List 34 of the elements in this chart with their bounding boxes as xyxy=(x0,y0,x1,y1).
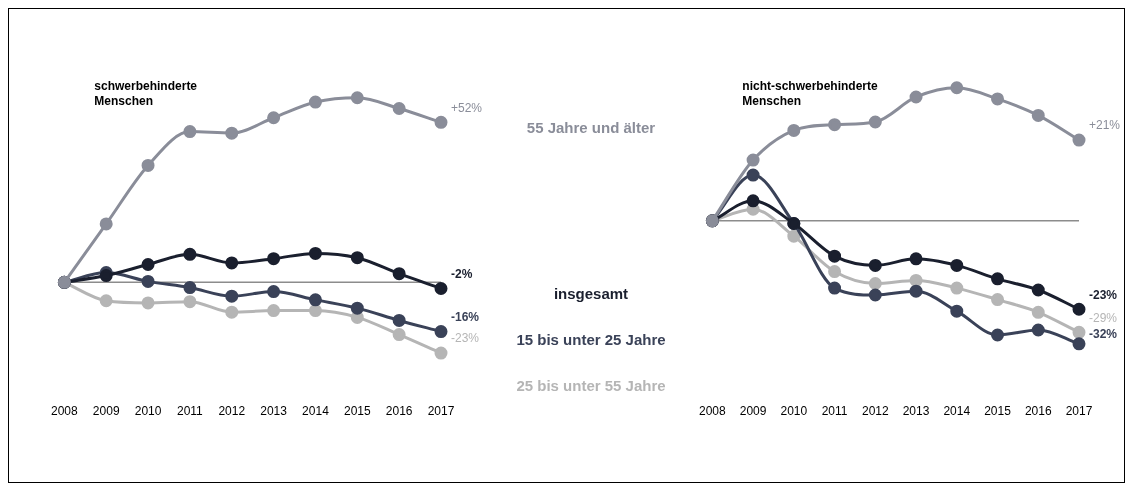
x-tick-label: 2012 xyxy=(218,404,246,419)
x-tick-label: 2016 xyxy=(1024,404,1052,419)
x-tick-label: 2014 xyxy=(943,404,971,419)
chart-title: nicht-schwerbehinderte Menschen xyxy=(742,79,879,109)
chart-title: schwerbehinderte Menschen xyxy=(94,79,198,109)
x-tick-label: 2017 xyxy=(427,404,455,419)
data-label: +52% xyxy=(451,100,483,115)
x-tick-label: 2015 xyxy=(984,404,1012,419)
data-label: -23% xyxy=(451,331,480,346)
x-tick-label: 2011 xyxy=(821,404,848,419)
data-label: +21% xyxy=(1089,118,1121,133)
data-label: -29% xyxy=(1089,310,1118,325)
x-tick-label: 2013 xyxy=(260,404,288,419)
text: 25 bis unter 55 Jahre xyxy=(516,376,666,394)
x-tick-label: 2014 xyxy=(302,404,330,419)
x-tick-label: 2017 xyxy=(1065,404,1093,419)
x-tick-label: 2009 xyxy=(92,404,120,419)
text: 15 bis unter 25 Jahre xyxy=(516,330,666,348)
x-tick-label: 2009 xyxy=(739,404,767,419)
text: 55 Jahre und älter xyxy=(526,118,656,136)
x-tick-label: 2010 xyxy=(780,404,808,419)
data-label: -32% xyxy=(1089,326,1118,341)
data-label: -2% xyxy=(451,266,473,281)
x-tick-label: 2008 xyxy=(51,404,79,419)
x-tick-label: 2008 xyxy=(699,404,727,419)
x-tick-label: 2016 xyxy=(385,404,413,419)
data-label: -16% xyxy=(451,309,480,324)
x-tick-label: 2015 xyxy=(343,404,371,419)
x-tick-label: 2010 xyxy=(134,404,162,419)
data-label: -23% xyxy=(1089,287,1118,302)
x-tick-label: 2012 xyxy=(861,404,889,419)
x-tick-label: 2013 xyxy=(902,404,930,419)
x-tick-label: 2011 xyxy=(176,404,204,419)
text: insgesamt xyxy=(553,284,629,302)
